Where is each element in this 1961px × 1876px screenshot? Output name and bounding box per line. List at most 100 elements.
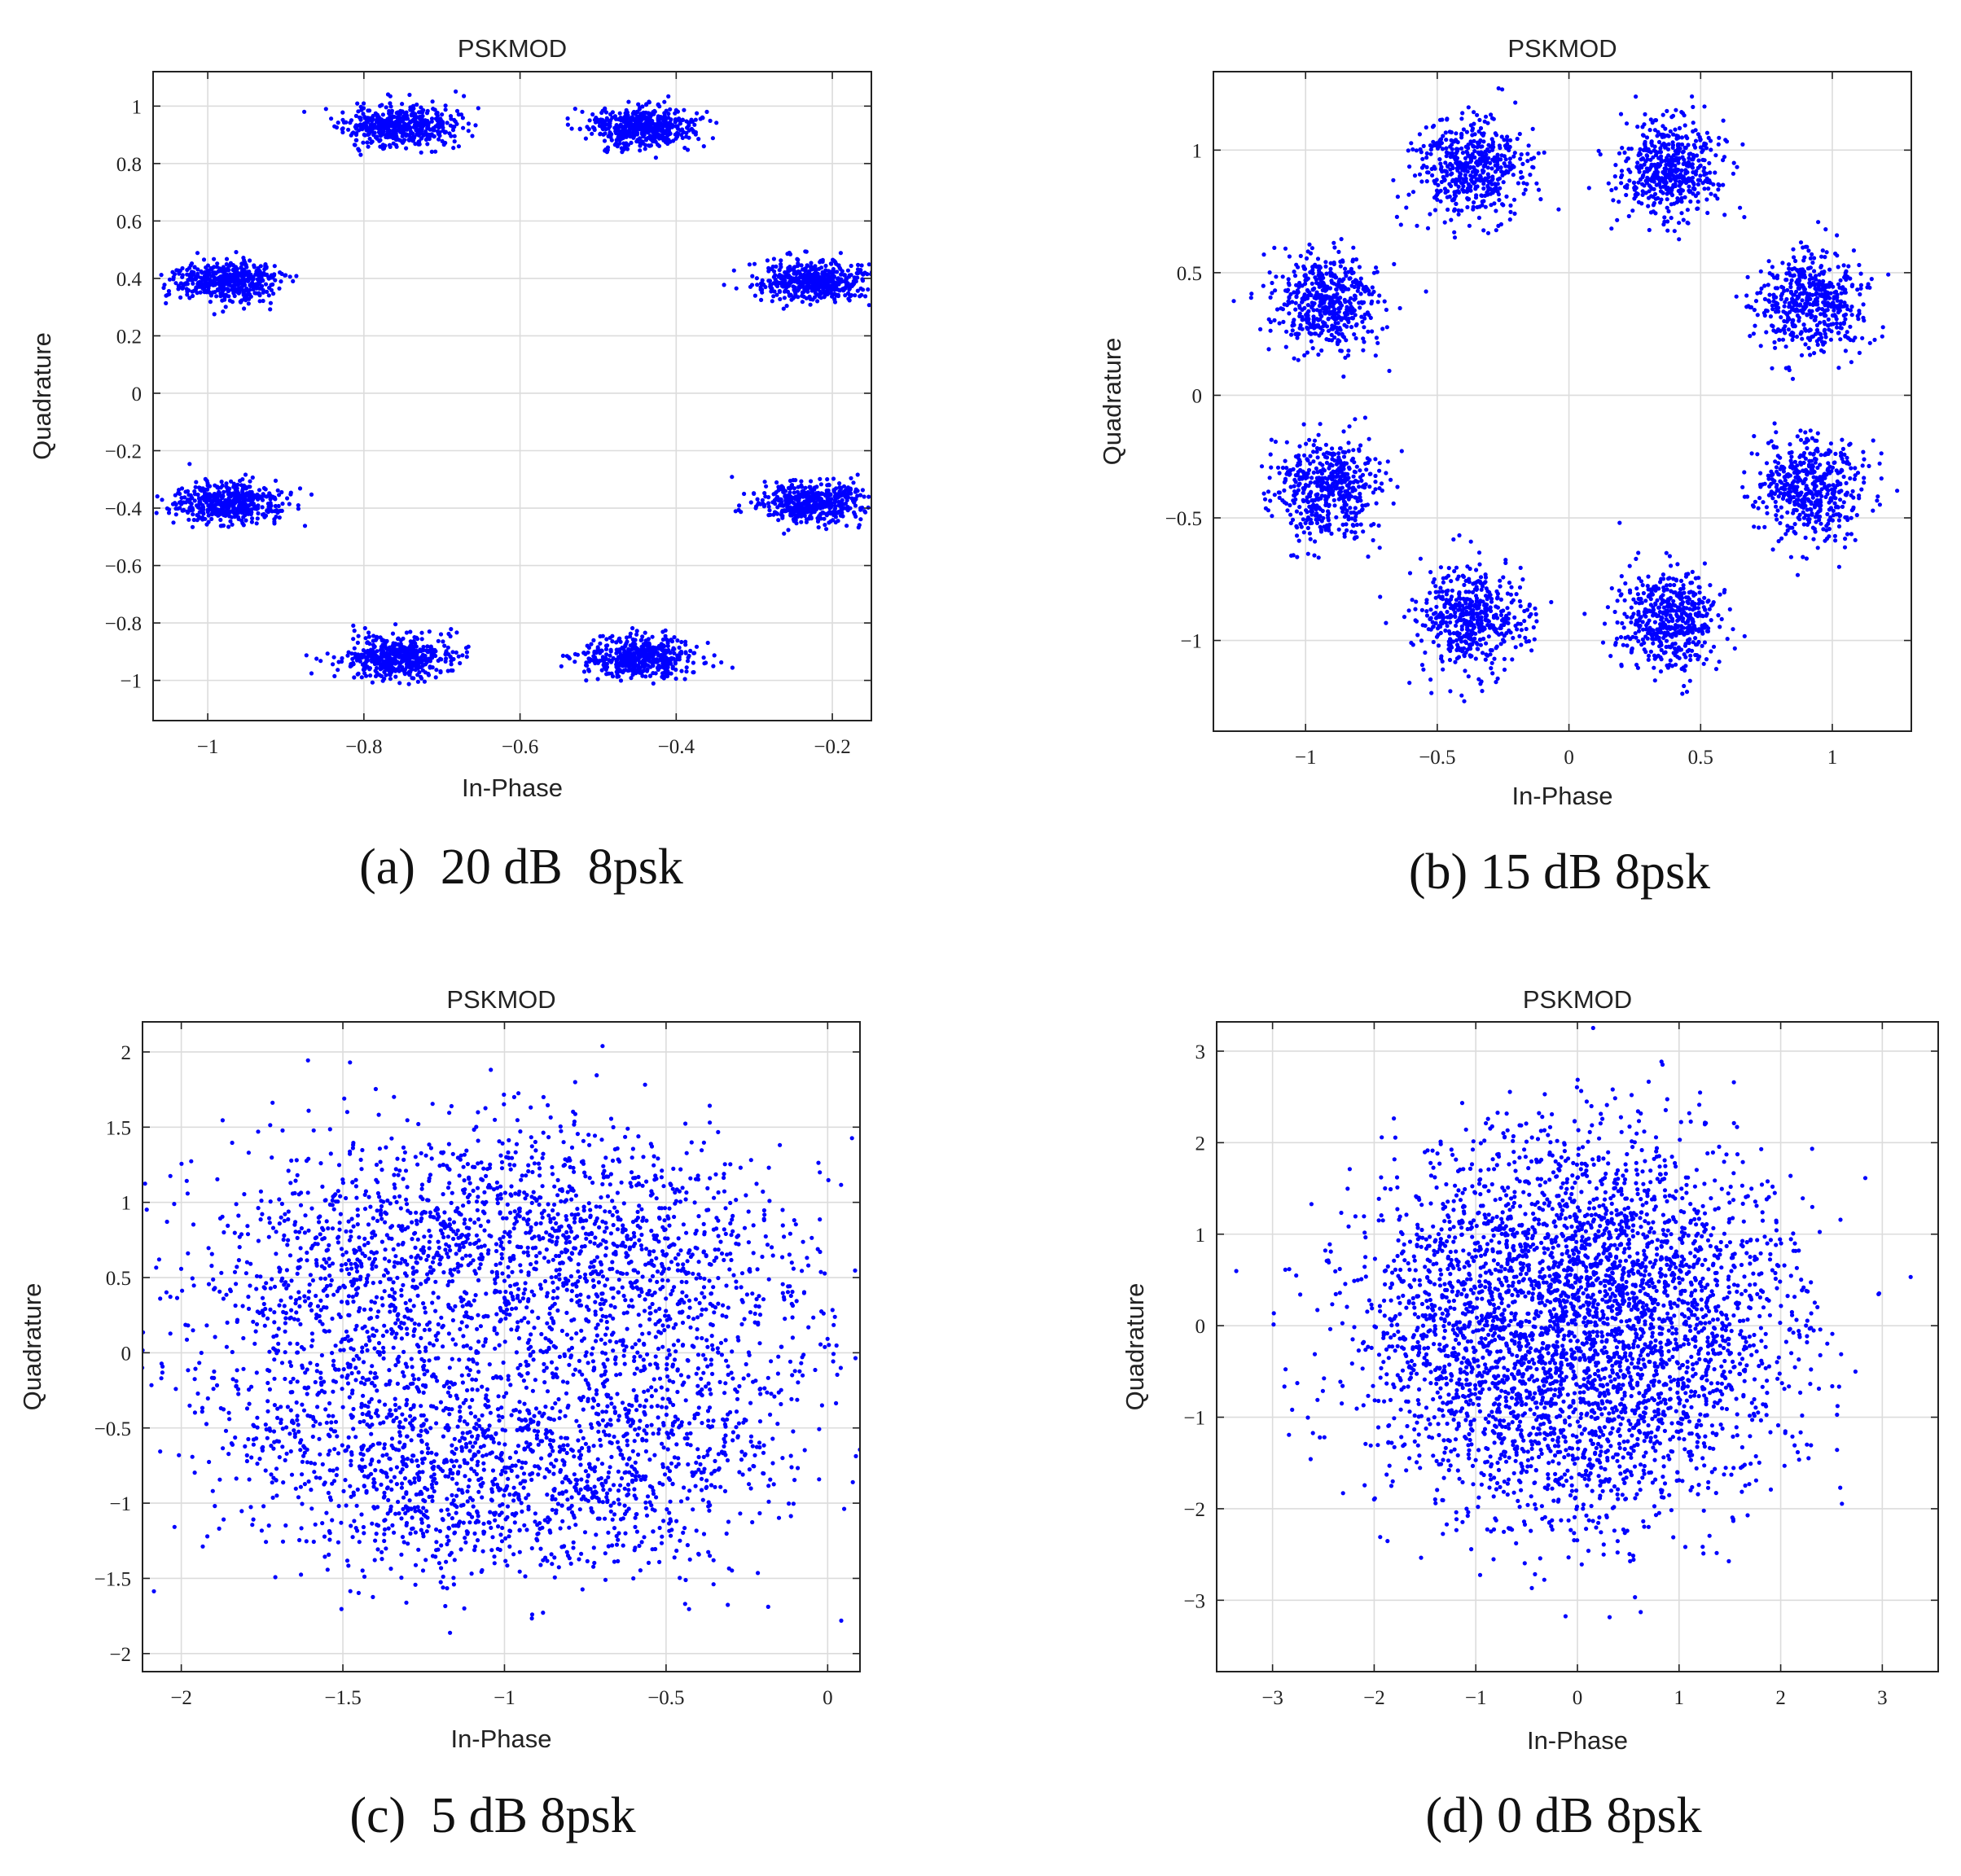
data-point-a-5-443 [873,502,877,506]
data-point-a-2-338 [190,293,195,299]
data-point-a-0-337 [441,142,446,147]
x-tick-label-a-0: −1 [197,736,219,758]
data-point-a-2-308 [180,286,185,291]
data-point-a-2-481 [233,273,238,278]
data-point-b-0-448 [1447,194,1452,199]
data-point-b-1-301 [1731,171,1735,176]
data-point-a-6-357 [399,660,404,664]
data-point-a-0-57 [452,134,457,138]
data-point-b-1-229 [1669,191,1674,195]
data-point-a-6-452 [405,656,410,661]
data-point-b-0-474 [1487,180,1492,185]
data-point-a-7-418 [683,650,688,655]
data-point-a-7-407 [628,662,634,668]
data-point-b-0-197 [1501,180,1506,185]
data-point-a-7-455 [670,666,675,671]
data-point-a-7-485 [656,659,660,664]
data-point-a-5-158 [845,524,849,528]
data-point-b-1-247 [1680,150,1685,155]
data-point-b-1-357 [1640,125,1645,129]
data-point-a-3-134 [763,284,768,290]
data-point-a-5-345 [766,504,771,509]
data-point-b-1-335 [1643,145,1648,150]
data-point-a-2-426 [196,284,201,289]
data-point-a-6-364 [451,656,456,662]
data-point-a-3-499 [836,263,841,268]
data-point-a-4-158 [230,510,235,515]
data-point-a-1-496 [647,112,652,116]
data-point-b-0-338 [1507,144,1512,150]
data-point-a-7-426 [584,663,589,668]
data-point-a-6-154 [438,632,444,637]
data-point-a-3-91 [781,306,786,311]
data-point-b-0-169 [1497,143,1502,148]
data-point-a-2-38 [266,293,271,298]
data-point-a-6-496 [423,670,428,675]
data-point-b-0-460 [1452,196,1457,201]
data-point-a-7-366 [688,648,693,654]
data-point-a-0-475 [449,134,454,138]
data-point-a-3-250 [812,295,818,300]
data-point-a-0-482 [354,126,359,131]
data-point-a-4-488 [204,497,209,502]
data-point-a-6-498 [393,668,398,673]
data-point-a-1-492 [643,147,647,151]
data-point-a-1-239 [603,110,609,115]
data-point-a-3-321 [805,284,809,289]
data-point-a-4-218 [277,515,282,520]
data-point-a-0-444 [440,122,445,128]
data-point-a-3-438 [792,285,797,290]
data-point-a-5-354 [776,484,781,489]
data-point-b-0-377 [1473,195,1479,200]
data-point-a-1-416 [620,150,625,155]
data-point-a-0-418 [419,150,423,155]
data-point-a-5-359 [794,521,799,526]
data-point-a-2-444 [208,293,213,298]
data-point-a-3-396 [842,278,847,284]
chart-panel-b: −1 −0.5 0 0.5 1−1−0.500.51PSKMODIn-PhaseQuad… [1098,34,1912,810]
data-point-b-0-446 [1489,112,1494,117]
data-point-a-0-274 [390,114,396,119]
data-point-a-4-147 [263,487,268,492]
data-point-a-2-311 [159,273,164,278]
data-point-b-0-449 [1465,169,1470,174]
data-point-a-4-483 [256,506,261,511]
data-point-a-7-176 [711,664,716,668]
data-point-a-5-442 [802,492,807,497]
data-point-a-5-493 [818,492,823,497]
data-point-a-4-386 [242,498,247,503]
data-point-a-1-98 [608,112,613,116]
data-point-a-6-383 [446,652,451,657]
data-point-a-0-348 [461,125,466,130]
data-point-a-7-419 [683,642,688,647]
data-point-a-6-347 [379,647,384,652]
data-point-a-3-434 [786,275,791,280]
data-point-a-2-476 [200,281,204,286]
data-point-a-4-458 [257,488,262,493]
data-point-a-5-490 [874,497,878,502]
data-point-a-1-457 [580,109,585,114]
data-point-b-0-439 [1432,166,1437,171]
data-point-b-1-393 [1685,208,1690,213]
data-point-a-0-483 [431,107,436,112]
data-point-a-2-467 [241,267,246,272]
data-point-a-6-486 [448,633,453,639]
data-point-a-4-337 [259,494,264,500]
data-point-b-0-114 [1500,87,1505,92]
data-point-a-6-402 [336,668,340,673]
data-point-b-1-10 [1682,123,1687,128]
data-point-a-6-308 [378,667,383,672]
data-point-a-6-492 [373,652,378,657]
data-point-a-6-479 [362,661,367,666]
data-point-a-4-401 [277,493,282,497]
data-point-a-6-66 [460,653,465,658]
data-point-b-1-276 [1642,169,1647,174]
data-point-a-6-354 [441,639,445,644]
data-point-a-0-445 [357,148,362,153]
data-point-b-1-165 [1656,139,1662,145]
data-point-a-4-492 [272,521,277,526]
data-point-a-3-481 [794,275,799,281]
data-point-b-0-495 [1493,131,1498,136]
data-point-a-3-400 [795,264,801,269]
data-point-a-1-321 [621,120,626,125]
